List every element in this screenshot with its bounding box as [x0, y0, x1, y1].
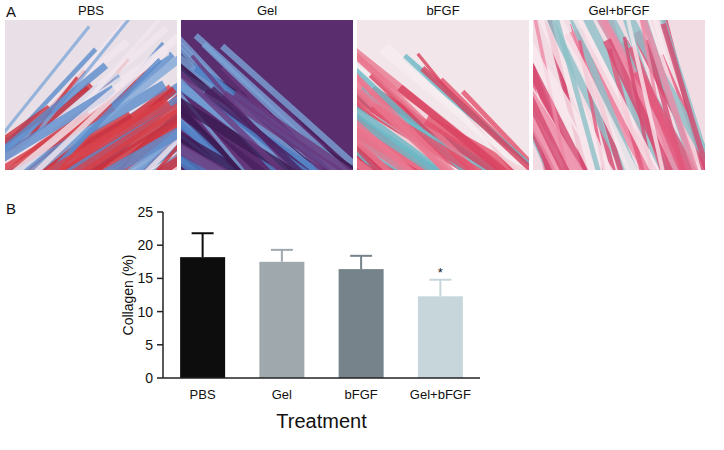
x-axis: [163, 377, 480, 379]
significance-mark: *: [438, 265, 443, 280]
y-tick: [157, 377, 163, 379]
bar: [339, 269, 384, 378]
tissue-fiber: [149, 84, 177, 170]
x-tick-label: bFGF: [345, 387, 378, 402]
tissue-fiber: [663, 24, 705, 170]
error-stem: [360, 256, 362, 269]
tissue-fiber: [541, 20, 601, 170]
image-title: Gel+bFGF: [588, 3, 649, 18]
tissue-fiber: [28, 20, 177, 170]
tissue-fiber: [357, 20, 452, 170]
y-tick: [157, 311, 163, 313]
tissue-fiber: [607, 40, 673, 170]
tissue-fiber: [181, 66, 291, 170]
x-tick-label: PBS: [190, 387, 216, 402]
tissue-fiber: [621, 20, 665, 170]
error-cap: [350, 255, 372, 257]
error-bar: [350, 256, 372, 269]
y-tick: [157, 278, 163, 280]
y-tick: [157, 344, 163, 346]
bar: [418, 296, 463, 378]
tissue-fiber: [533, 20, 598, 170]
histology-image: [533, 20, 705, 170]
x-axis-title: Treatment: [276, 410, 367, 432]
plot-area: [180, 233, 463, 378]
tissue-fiber: [235, 94, 353, 170]
error-stem: [439, 280, 441, 297]
y-tick: [157, 211, 163, 213]
error-stem: [281, 250, 283, 262]
y-tick-label: 20: [137, 237, 153, 253]
tissue-fiber: [6, 33, 177, 170]
histology-image: [181, 20, 353, 170]
bar: [180, 257, 225, 378]
tissue-fiber: [38, 102, 169, 170]
y-tick-label: 10: [137, 304, 153, 320]
y-tick: [157, 244, 163, 246]
image-title: Gel: [257, 3, 277, 18]
figure: A PBS Gel bFGF Gel+bFGF B * 0 5 10 15 20 25 PBS Gel bFG…: [0, 0, 724, 450]
histology-image: [5, 20, 177, 170]
tissue-fiber: [387, 45, 529, 170]
y-axis-title: Collagen (%): [120, 255, 136, 336]
tissue-fiber: [357, 23, 456, 170]
histology-image: [357, 20, 529, 170]
y-tick-label: 0: [145, 370, 153, 386]
panel-label: A: [6, 3, 16, 20]
x-tick-label: Gel: [272, 387, 292, 402]
tissue-fiber: [357, 32, 398, 170]
tissue-fiber: [181, 54, 304, 170]
y-axis: [162, 212, 164, 378]
error-bar: [429, 280, 451, 297]
y-tick-label: 15: [137, 270, 153, 286]
bar: [259, 262, 304, 378]
y-tick-label: 25: [137, 204, 153, 220]
error-bar: [271, 250, 293, 262]
tissue-fiber: [422, 68, 529, 170]
error-cap: [271, 249, 293, 251]
error-stem: [202, 233, 204, 257]
error-cap: [192, 232, 214, 234]
y-tick-label: 5: [145, 337, 153, 353]
x-tick-label: Gel+bFGF: [410, 387, 471, 402]
error-bar: [192, 233, 214, 257]
tissue-fiber: [357, 103, 361, 170]
image-title: bFGF: [426, 3, 459, 18]
panel-label: B: [6, 200, 16, 217]
tissue-fiber: [181, 20, 248, 170]
image-title: PBS: [78, 3, 104, 18]
